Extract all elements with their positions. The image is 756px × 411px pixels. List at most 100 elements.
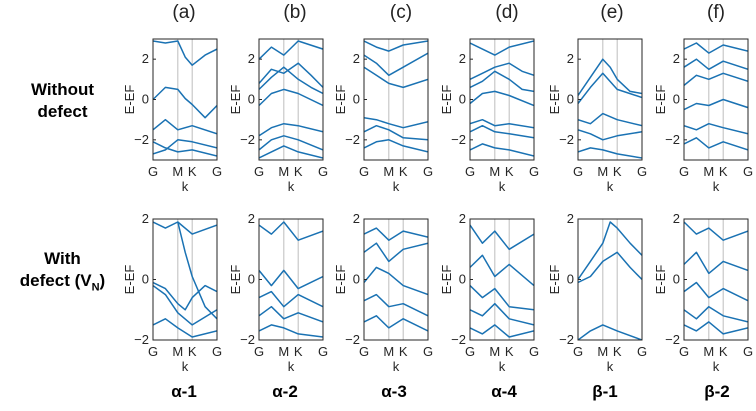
y-tick-label: 2 [459,51,466,66]
plot-frame [577,218,643,341]
band-line-b5 [259,122,323,137]
band-line-b3 [578,324,642,340]
band-line-b6 [259,135,323,151]
y-tick-label: 0 [673,272,680,287]
plot-frame [152,218,218,341]
band-group [153,221,217,338]
x-tick-label: K [613,344,622,359]
x-tick-label: G [318,164,328,179]
row-label-without-defect: Without defect [0,79,125,123]
band-line-b2 [364,52,428,77]
y-axis-label: E-EF [547,85,562,115]
band-line-b3 [684,281,748,302]
band-line-b2 [153,86,217,119]
x-tick-label: K [188,344,197,359]
x-tick-label: M [383,164,394,179]
band-line-b2 [153,281,217,311]
band-line-b5 [153,318,217,338]
band-line-b3 [259,66,323,95]
band-group [470,40,534,157]
band-line-b1 [153,221,217,235]
y-tick-label: 2 [353,51,360,66]
x-axis-label: k [182,179,189,194]
band-group [578,58,642,159]
band-line-b4 [470,90,534,107]
x-tick-label: M [172,344,183,359]
y-tick-label: 0 [353,272,360,287]
band-line-b3 [364,266,428,296]
material-label-b: α-2 [272,382,298,401]
y-tick-label: −2 [559,132,574,147]
y-tick-label: 2 [673,211,680,226]
y-axis-label: E-EF [653,265,668,295]
y-tick-label: 0 [353,92,360,107]
band-line-b2 [684,58,748,71]
x-tick-label: G [148,164,158,179]
band-line-b4 [578,129,642,141]
x-tick-label: K [399,164,408,179]
row-label-with-defect: With defect (VN) [0,248,125,298]
x-tick-label: G [212,344,222,359]
y-tick-label: −2 [665,332,680,347]
row-label-with-line2: defect (VN) [0,270,125,298]
y-tick-label: 0 [248,272,255,287]
band-line-b3 [364,66,428,89]
band-line-b1 [153,40,217,66]
band-line-b3 [153,118,217,135]
x-tick-label: M [383,344,394,359]
y-tick-label: 2 [353,211,360,226]
y-tick-label: 0 [673,92,680,107]
x-axis-label: k [713,359,720,374]
band-line-b1 [684,221,748,241]
y-tick-label: 2 [248,211,255,226]
y-tick-label: 0 [567,92,574,107]
y-tick-label: 2 [567,51,574,66]
material-label-f: β-2 [704,382,730,401]
x-axis-label: k [393,359,400,374]
band-line-b4 [470,302,534,326]
band-line-b7 [259,145,323,159]
band-line-b2 [578,251,642,284]
band-group [684,42,748,151]
band-line-b4 [364,116,428,129]
y-tick-label: 2 [459,211,466,226]
x-tick-label: M [597,164,608,179]
band-line-b2 [470,254,534,287]
y-tick-label: −2 [240,332,255,347]
band-group [259,221,323,338]
column-label-b: (b) [283,2,307,23]
x-tick-label: K [399,344,408,359]
band-line-b4 [153,284,217,326]
band-line-b3 [259,290,323,308]
y-tick-label: 0 [567,272,574,287]
y-tick-label: 0 [142,272,149,287]
y-tick-label: 2 [142,51,149,66]
x-tick-label: G [423,164,433,179]
x-tick-label: G [743,164,753,179]
y-axis-label: E-EF [547,265,562,295]
band-line-b3 [684,72,748,86]
band-group [153,40,217,157]
y-tick-label: −2 [345,332,360,347]
x-tick-label: K [505,164,514,179]
x-tick-label: M [172,164,183,179]
band-line-b3 [470,70,534,93]
x-axis-label: k [182,359,189,374]
band-line-b2 [259,269,323,290]
x-tick-label: G [254,164,264,179]
y-tick-label: 2 [673,51,680,66]
band-line-b1 [364,227,428,241]
with-line2-suffix: ) [99,271,106,290]
band-line-b2 [684,251,748,275]
x-tick-label: K [294,344,303,359]
band-group [578,221,642,340]
x-tick-label: G [212,164,222,179]
x-tick-label: M [489,344,500,359]
